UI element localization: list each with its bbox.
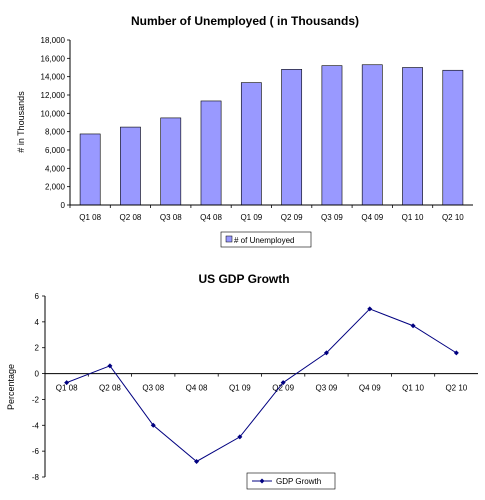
chart1-y-tick-label: 8,000: [45, 128, 66, 137]
chart2-y-tick-label: 6: [35, 292, 40, 301]
chart2-x-tick-label: Q2 09: [272, 384, 294, 393]
chart1-bar: [281, 69, 303, 206]
chart2-y-tick-label: -2: [32, 395, 40, 404]
chart2-legend-marker: [259, 478, 265, 484]
chart1-y-tick-label: 16,000: [41, 54, 66, 63]
chart2-data-point: [237, 434, 243, 440]
chart2-x-tick-label: Q4 09: [359, 384, 381, 393]
chart2-legend: GDP Growth: [246, 472, 336, 490]
chart2-data-point: [453, 350, 459, 356]
chart2-data-point: [367, 306, 373, 312]
gdp-line-chart: US GDP Growth Percentage -8 -6 -4 -2 0 2 4 6 Q1…: [6, 272, 478, 490]
chart1-x-tick-label: Q4 08: [200, 213, 222, 222]
chart1-x-tick-label: Q1 10: [402, 213, 424, 222]
chart1-x-tick-label: Q3 08: [160, 213, 182, 222]
chart2-x-tick-label: Q1 10: [402, 384, 424, 393]
chart2-y-tick-label: 2: [35, 344, 40, 353]
chart1-bar: [160, 117, 182, 206]
chart2-data-point: [64, 380, 70, 386]
chart2-y-tick-label: 0: [35, 370, 40, 379]
chart2-x-tick-label: Q2 10: [445, 384, 467, 393]
chart1-legend-label: # of Unemployed: [234, 236, 294, 245]
chart2-x-tick-label: Q2 08: [99, 384, 121, 393]
chart2-data-point: [150, 422, 156, 428]
chart1-legend: # of Unemployed: [220, 231, 312, 248]
chart2-x-tick-label: Q3 09: [316, 384, 338, 393]
chart1-bar: [200, 100, 222, 206]
chart2-data-point: [194, 458, 200, 464]
chart2-data-point: [323, 350, 329, 356]
chart2-x-tick-label: Q3 08: [142, 384, 164, 393]
chart1-y-tick-label: 14,000: [41, 73, 66, 82]
unemployed-bar-chart: Number of Unemployed ( in Thousands) # i…: [16, 14, 473, 248]
chart2-data-point: [410, 323, 416, 329]
chart1-x-tick-label: Q1 09: [240, 213, 262, 222]
chart1-bar: [402, 67, 423, 206]
chart1-x-tick-label: Q1 08: [79, 213, 101, 222]
chart1-y-tick-label: 18,000: [41, 36, 66, 45]
chart1-bar: [321, 65, 343, 206]
chart2-data-point: [107, 363, 113, 369]
chart1-y-tick-label: 2,000: [45, 183, 66, 192]
chart2-series-line: [66, 308, 457, 463]
chart1-x-tick-label: Q3 09: [321, 213, 343, 222]
chart1-y-tick-label: 4,000: [45, 164, 66, 173]
chart1-x-tick-label: Q4 09: [361, 213, 383, 222]
chart2-legend-label: GDP Growth: [276, 477, 321, 486]
chart1-legend-swatch: [225, 235, 233, 243]
chart2-y-tick-label: -4: [32, 421, 40, 430]
chart2-y-axis-label: Percentage: [6, 364, 16, 410]
chart1-y-tick-label: 10,000: [41, 109, 66, 118]
chart1-bar: [79, 133, 101, 206]
chart1-y-axis-label: # in Thousands: [16, 91, 26, 153]
chart1-y-tick-label: 0: [61, 201, 66, 210]
chart1-bar: [442, 69, 464, 206]
chart2-x-tick-label: Q1 09: [229, 384, 251, 393]
chart2-title: US GDP Growth: [198, 272, 289, 286]
chart2-y-tick-label: -8: [32, 473, 40, 482]
chart1-bar: [361, 64, 383, 206]
chart2-x-tick-label: Q1 08: [56, 384, 78, 393]
chart2-data-point: [280, 380, 286, 386]
chart1-y-tick-label: 12,000: [41, 91, 66, 100]
chart1-legend-box: [220, 231, 312, 248]
chart2-y-tick-label: 4: [35, 318, 40, 327]
chart1-title: Number of Unemployed ( in Thousands): [131, 14, 359, 28]
chart1-bar: [120, 126, 141, 206]
chart1-x-tick-label: Q2 08: [120, 213, 142, 222]
chart1-x-tick-label: Q2 09: [281, 213, 303, 222]
chart2-x-tick-label: Q4 08: [186, 384, 208, 393]
chart1-y-tick-label: 6,000: [45, 146, 66, 155]
chart2-legend-box: [246, 472, 336, 490]
chart1-bar: [240, 82, 262, 206]
chart2-y-tick-label: -6: [32, 447, 40, 456]
chart1-x-tick-label: Q2 10: [442, 213, 464, 222]
